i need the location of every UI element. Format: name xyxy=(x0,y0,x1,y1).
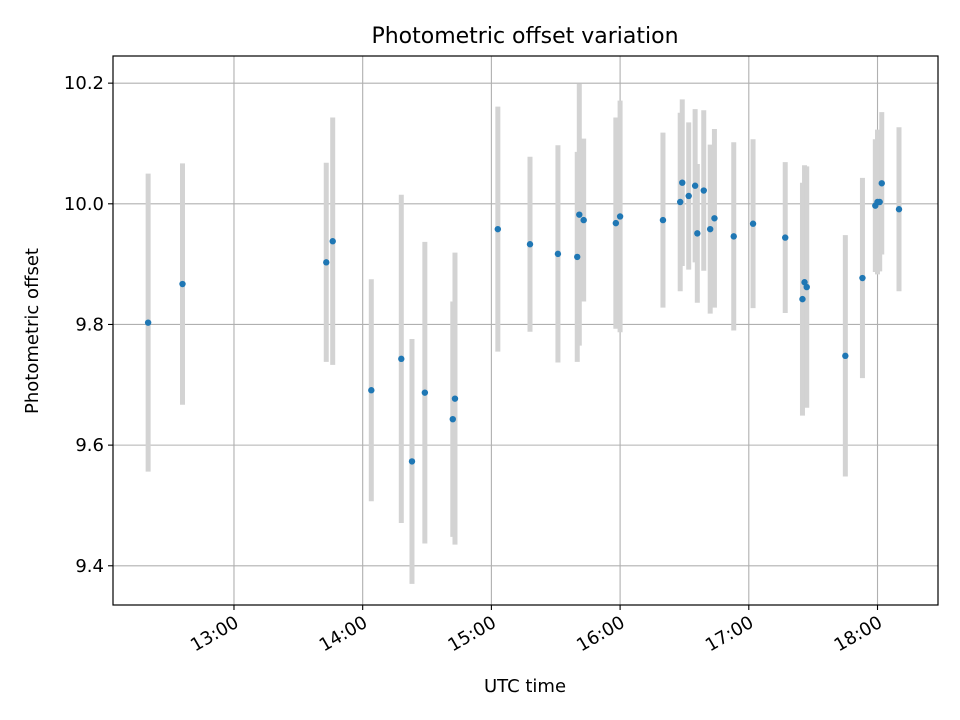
data-point xyxy=(876,198,883,206)
y-tick-label: 9.8 xyxy=(75,314,104,335)
data-point xyxy=(730,233,737,240)
data-point xyxy=(842,352,849,360)
data-point xyxy=(700,187,707,194)
data-point xyxy=(526,241,534,248)
y-tick-label: 9.4 xyxy=(75,556,104,577)
y-tick-label: 9.6 xyxy=(75,435,104,456)
plot-frame xyxy=(112,55,939,606)
data-point xyxy=(677,198,684,206)
grid-layer xyxy=(113,56,938,605)
data-point xyxy=(421,389,429,396)
data-point xyxy=(782,234,789,241)
x-tick-label: 15:00 xyxy=(444,612,499,656)
data-point xyxy=(179,280,186,288)
data-point xyxy=(803,283,810,291)
x-tick-label: 16:00 xyxy=(573,612,628,656)
data-point xyxy=(685,192,692,200)
data-point xyxy=(449,415,456,423)
data-point xyxy=(574,253,581,261)
data-point xyxy=(799,295,806,303)
y-tick-label: 10.0 xyxy=(64,194,104,215)
x-axis-title: UTC time xyxy=(484,676,566,697)
data-point xyxy=(323,259,330,266)
data-point xyxy=(554,250,562,258)
tick-layer: 13:00 14:00 15:00 16:00 17:00 18:00 9.4 9.6 9.8 1… xyxy=(64,73,886,656)
data-point xyxy=(878,180,885,187)
point-layer xyxy=(144,179,903,465)
data-point xyxy=(451,395,459,402)
data-point xyxy=(398,355,405,363)
data-point xyxy=(679,179,686,186)
x-tick-label: 17:00 xyxy=(702,612,757,656)
data-point xyxy=(801,279,808,286)
data-point xyxy=(711,215,718,222)
data-point xyxy=(576,211,583,218)
errorbar-layer xyxy=(145,83,902,584)
x-tick-label: 14:00 xyxy=(316,612,371,656)
y-axis-title: Photometric offset xyxy=(22,248,43,414)
chart-title: Photometric offset variation xyxy=(371,24,678,49)
data-point xyxy=(694,230,701,237)
data-point xyxy=(706,225,714,233)
x-tick-label: 13:00 xyxy=(187,612,242,656)
data-point xyxy=(612,219,620,227)
data-point xyxy=(691,182,699,189)
data-point xyxy=(408,458,416,465)
data-point xyxy=(144,319,152,326)
data-point xyxy=(659,216,667,224)
x-tick-label: 18:00 xyxy=(831,612,886,656)
data-point xyxy=(749,220,757,227)
data-point xyxy=(494,225,502,233)
data-point xyxy=(895,206,903,213)
data-point xyxy=(859,274,866,282)
data-point xyxy=(368,387,375,394)
data-point xyxy=(616,213,624,220)
data-point xyxy=(580,216,587,224)
y-tick-label: 10.2 xyxy=(64,73,104,94)
data-point xyxy=(329,238,336,245)
